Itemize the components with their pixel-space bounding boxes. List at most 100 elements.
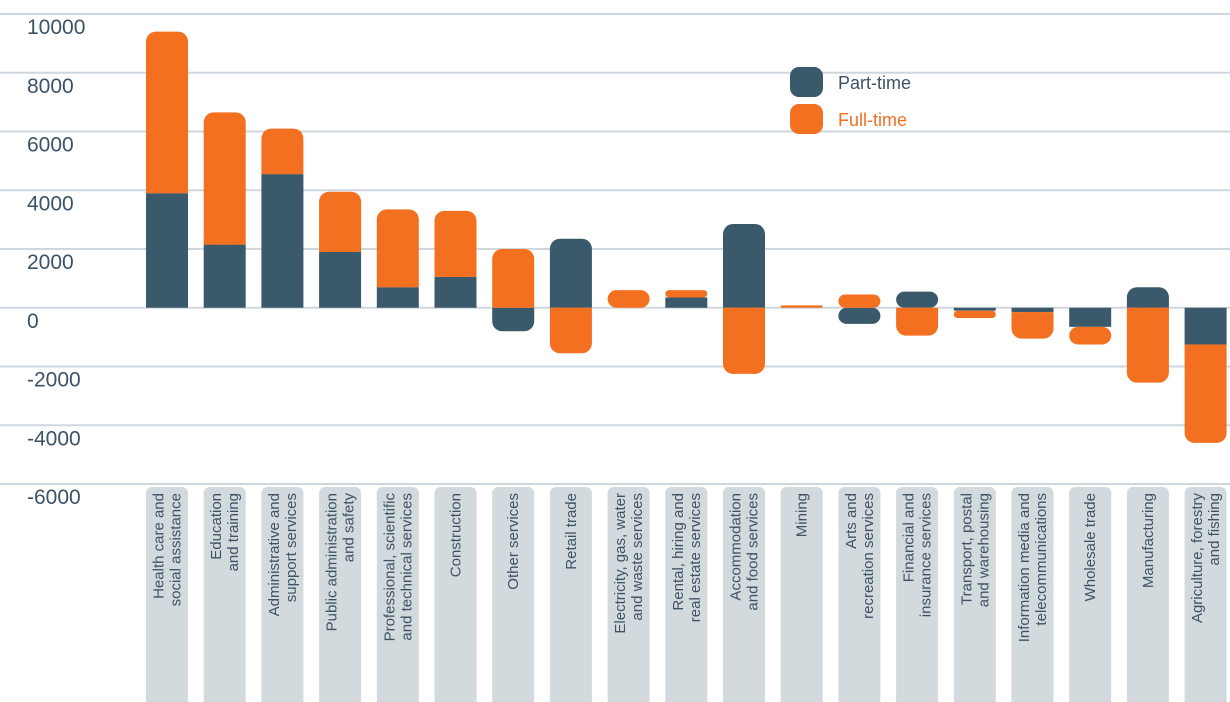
category-label: and food services	[745, 493, 762, 611]
category-label-box	[1011, 487, 1054, 702]
category-label-box	[723, 487, 765, 702]
full-time-bar	[319, 191, 362, 252]
y-tick-label: -4000	[27, 427, 81, 450]
full-time-bar	[665, 290, 708, 298]
y-axis-tick-labels: 10000 8000 6000 4000 2000 0 -2000 -4000 -6000	[27, 16, 85, 509]
part-time-bar	[146, 193, 188, 308]
category-label: real estate services	[687, 493, 704, 622]
full-time-bar-base	[1126, 307, 1169, 318]
full-time-bar-base	[203, 234, 246, 245]
y-tick-label: 10000	[27, 16, 85, 39]
full-time-bar-base	[376, 277, 419, 288]
full-time-bar-base	[434, 266, 477, 277]
full-time-bar	[261, 128, 304, 175]
full-time-bar	[146, 31, 188, 194]
full-time-bar-base	[896, 307, 939, 318]
category-label-box	[203, 487, 246, 702]
full-time-bar	[1011, 312, 1054, 339]
category-label: support services	[283, 493, 300, 602]
category-label: and safety	[341, 493, 358, 563]
category-label-box	[261, 487, 304, 702]
category-label: Transport, postal	[958, 493, 975, 605]
part-time-bar	[261, 174, 304, 308]
full-time-bar-shape	[1184, 344, 1227, 443]
part-time-bar	[376, 287, 419, 308]
category-label: Information media and	[1016, 493, 1033, 642]
category-label: insurance services	[918, 493, 935, 617]
y-tick-label: -6000	[27, 486, 81, 509]
y-tick-label: 6000	[27, 134, 74, 157]
category-label-box	[780, 487, 823, 702]
category-label-boxes	[146, 487, 1227, 702]
part-time-bar	[896, 291, 939, 308]
category-label-box	[434, 487, 477, 702]
part-time-bar-base	[723, 297, 765, 308]
category-label-box	[953, 487, 996, 702]
category-label-box	[1126, 487, 1169, 702]
category-label-box	[376, 487, 419, 702]
category-label: Financial and	[901, 493, 918, 582]
full-time-bar	[1126, 307, 1169, 383]
full-time-bar	[780, 305, 823, 308]
legend-swatch-full-time	[790, 104, 823, 134]
category-label: telecommunications	[1033, 493, 1050, 626]
category-label: Professional, scientific	[381, 493, 398, 642]
part-time-bar	[1011, 307, 1054, 313]
category-label-box	[896, 487, 939, 702]
legend-label-part-time: Part-time	[838, 73, 911, 93]
full-time-bar-shape	[319, 191, 362, 252]
category-label: Construction	[448, 493, 465, 577]
full-time-bar-shape	[261, 128, 304, 175]
category-labels: Health care and social assistance Educatio…	[151, 493, 1224, 643]
full-time-bar	[434, 210, 477, 277]
full-time-bar-shape	[203, 112, 246, 245]
bars	[146, 31, 1227, 443]
y-tick-label: 0	[27, 310, 39, 333]
y-tick-label: 2000	[27, 251, 74, 274]
full-time-bar-shape	[1126, 307, 1169, 383]
category-label: and warehousing	[975, 493, 992, 607]
category-label: Accommodation	[728, 493, 745, 601]
part-time-bar	[723, 224, 765, 308]
part-time-bar-base	[1126, 297, 1169, 308]
full-time-bar	[203, 112, 246, 245]
part-time-bar	[953, 307, 996, 311]
category-label-box	[838, 487, 881, 702]
category-label: Administrative and	[266, 493, 283, 616]
part-time-bar-shape	[723, 224, 765, 308]
category-label: Arts and	[843, 493, 860, 549]
full-time-bar-base	[261, 164, 304, 175]
part-time-bar-base	[492, 307, 535, 318]
part-time-bar-shape	[549, 238, 592, 308]
part-time-bar	[203, 244, 246, 308]
part-time-bar	[319, 251, 362, 308]
full-time-bar	[953, 310, 996, 319]
category-label: Electricity, gas, water	[612, 493, 629, 634]
full-time-bar-base	[319, 241, 362, 252]
category-label: Manufacturing	[1140, 493, 1157, 588]
y-tick-label: 4000	[27, 192, 74, 215]
part-time-bar	[1126, 287, 1169, 308]
full-time-bar-base	[146, 183, 188, 194]
legend-swatch-part-time	[790, 67, 823, 97]
part-time-bar	[434, 276, 477, 308]
category-label: recreation services	[860, 493, 877, 619]
full-time-bar-base	[492, 297, 535, 308]
full-time-bar-base	[549, 307, 592, 318]
part-time-bar	[1184, 307, 1227, 345]
full-time-bar-base	[1011, 312, 1054, 323]
full-time-bar-shape	[434, 210, 477, 277]
category-label: and technical services	[398, 493, 415, 641]
full-time-bar-shape	[376, 209, 419, 288]
part-time-bar	[549, 238, 592, 308]
category-label-box	[146, 487, 188, 702]
full-time-bar-base	[723, 307, 765, 318]
category-label: Education	[208, 493, 225, 560]
category-label-box	[319, 487, 362, 702]
full-time-bar	[549, 307, 592, 354]
category-label: and training	[225, 493, 242, 571]
category-label: and waste services	[629, 493, 646, 621]
full-time-bar	[1184, 344, 1227, 443]
full-time-bar-shape	[492, 249, 535, 308]
